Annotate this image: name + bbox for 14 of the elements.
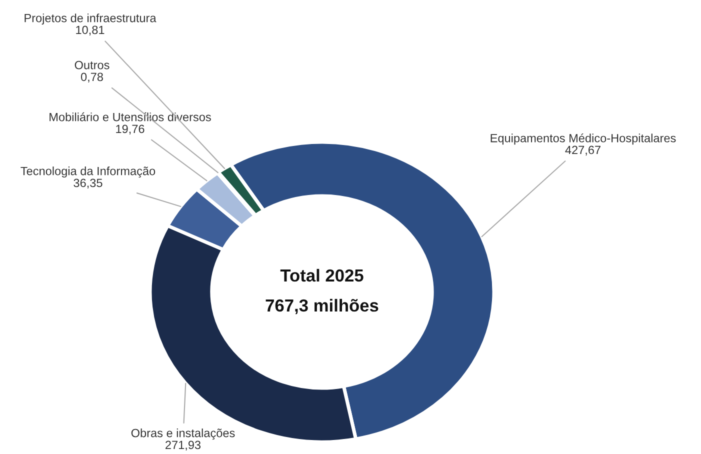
- slice-label: Mobiliário e Utensílios diversos: [50, 112, 211, 122]
- data-label: 271,93: [166, 440, 201, 451]
- data-label: 10,81: [76, 26, 104, 36]
- slice-label: Outros: [74, 60, 110, 70]
- slice-label: Equipamentos Médico-Hospitalares: [490, 134, 676, 145]
- data-label: 0,78: [80, 72, 103, 82]
- data-label: 427,67: [565, 146, 600, 156]
- data-label: 19,76: [116, 124, 144, 134]
- text: Total 2025: [280, 268, 364, 282]
- slice-label: Projetos de infraestrutura: [24, 14, 156, 25]
- data-label: 36,35: [74, 178, 102, 189]
- slice-label: Tecnologia da Informação: [20, 166, 156, 178]
- slice-label: Obras e instalações: [131, 428, 235, 440]
- text: 767,3 milhões: [266, 298, 378, 314]
